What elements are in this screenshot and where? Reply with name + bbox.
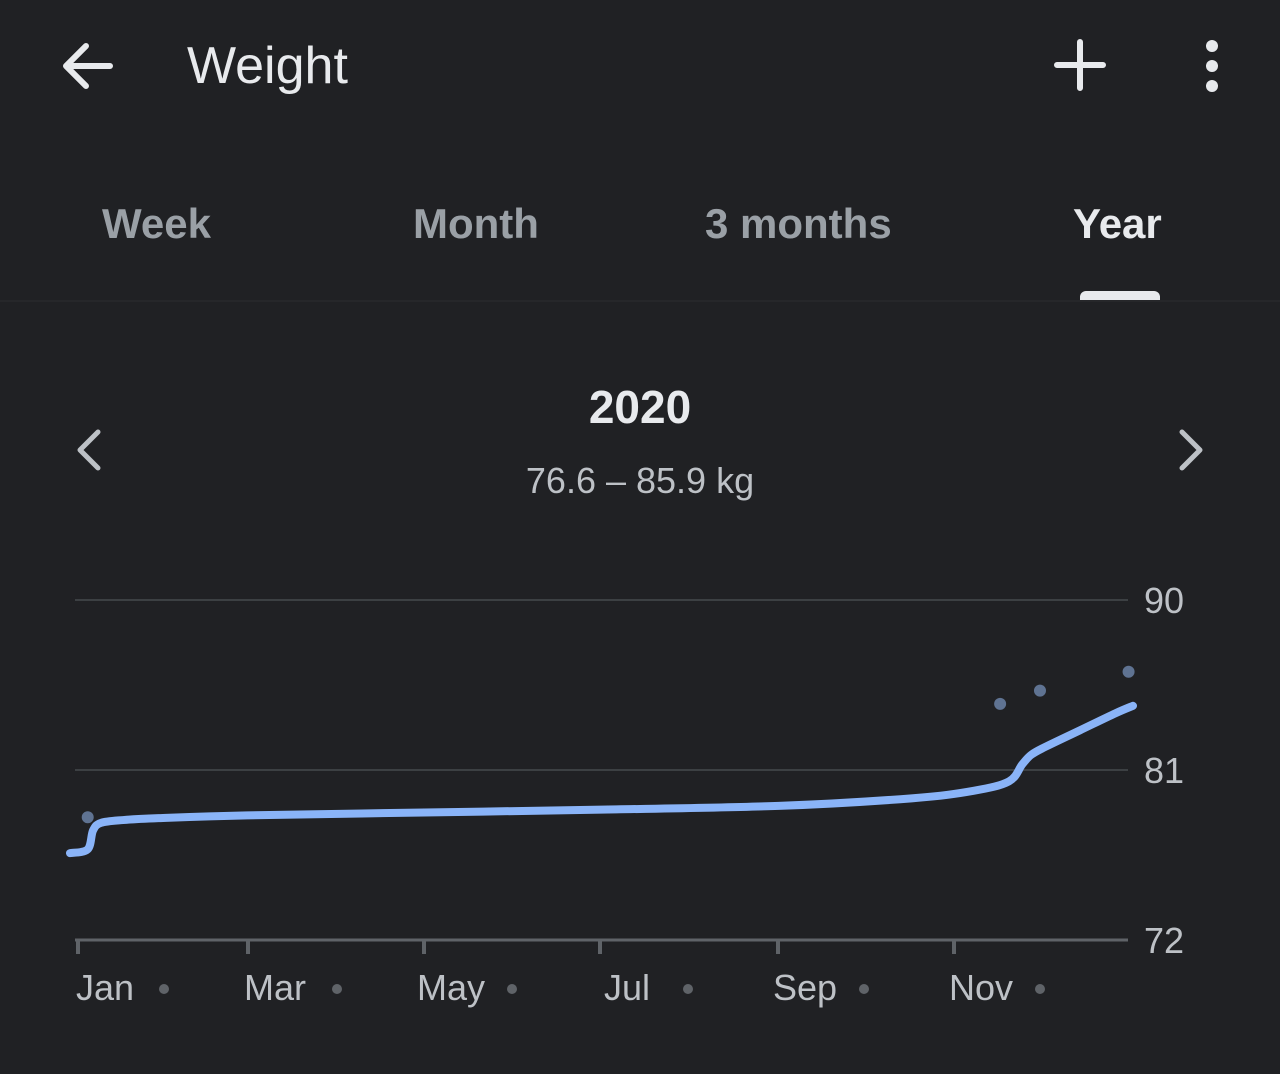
arrow-back-icon [63,43,113,89]
data-point [1122,665,1135,678]
y-tick-label: 90 [1144,580,1184,621]
data-point [1033,684,1046,697]
x-minor-dot [683,984,693,994]
tab-year[interactable]: Year [1073,200,1162,247]
x-tick-label: Nov [949,967,1013,1008]
chevron-left-icon [77,429,101,471]
x-tick-label: Jan [76,967,134,1008]
tab-indicator [1080,291,1160,300]
previous-period-button[interactable] [58,420,118,480]
y-tick-label: 72 [1144,920,1184,961]
x-tick-label: May [417,967,485,1008]
app-bar: Weight [0,0,1280,140]
range-tabs: Week Month 3 months Year [0,170,1280,302]
tab-3-months[interactable]: 3 months [705,200,892,247]
x-minor-dot [859,984,869,994]
x-minor-dot [1035,984,1045,994]
chevron-right-icon [1179,429,1203,471]
more-options-button[interactable] [1176,30,1248,102]
trend-line [66,701,1137,858]
add-icon [1054,39,1106,91]
x-tick-label: Jul [604,967,650,1008]
period-header: 2020 76.6 – 85.9 kg [0,380,1280,502]
y-tick-label: 81 [1144,750,1184,791]
weight-chart: 90 81 72 Jan Mar May Jul Sep Nov [66,580,1184,1008]
x-minor-dot [507,984,517,994]
data-point [994,697,1007,710]
x-minor-dot [332,984,342,994]
back-button[interactable] [52,30,124,102]
add-button[interactable] [1044,30,1116,102]
x-minor-dot [159,984,169,994]
next-period-button[interactable] [1162,420,1222,480]
x-tick-label: Sep [773,967,837,1008]
data-point [81,811,94,824]
tab-week[interactable]: Week [102,200,211,247]
x-tick-label: Mar [244,967,306,1008]
more-vert-icon [1206,40,1218,92]
page-title: Weight [187,37,348,95]
period-year: 2020 [588,381,692,433]
tab-month[interactable]: Month [413,200,539,247]
weight-range: 76.6 – 85.9 kg [525,460,755,501]
